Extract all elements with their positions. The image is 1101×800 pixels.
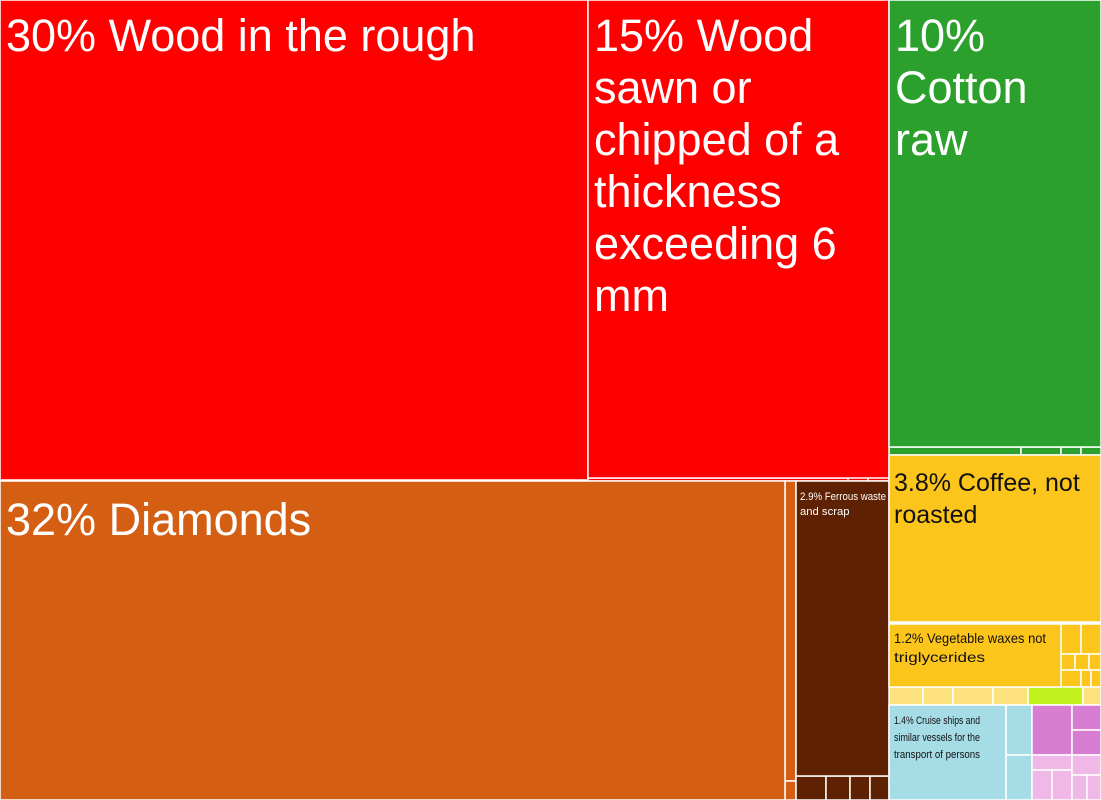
minor-tile bbox=[1088, 653, 1101, 671]
tile-label-wood-rough: 30% Wood in the rough bbox=[6, 10, 476, 61]
tile-label-cotton-raw: 10% Cotton raw bbox=[895, 10, 1028, 165]
tile-ferrous-waste bbox=[795, 480, 890, 777]
tile-label-diamonds: 32% Diamonds bbox=[6, 494, 311, 545]
minor-tile bbox=[1060, 446, 1082, 456]
minor-tile bbox=[1060, 669, 1082, 688]
tile-wood-rough bbox=[0, 0, 589, 481]
minor-tile bbox=[1071, 774, 1088, 800]
minor-tile bbox=[784, 780, 797, 800]
minor-tile bbox=[869, 775, 890, 800]
tile-diamonds bbox=[0, 480, 786, 800]
minor-tile bbox=[1082, 686, 1101, 706]
minor-tile bbox=[1051, 769, 1073, 800]
minor-tile bbox=[1071, 754, 1101, 776]
minor-tile bbox=[1060, 623, 1082, 655]
minor-tile bbox=[1080, 669, 1092, 688]
minor-tile bbox=[1060, 653, 1076, 671]
minor-tile bbox=[825, 775, 851, 800]
minor-tile bbox=[1005, 754, 1033, 800]
minor-tile bbox=[1031, 754, 1073, 771]
tile-label-coffee: 3.8% Coffee, not roasted bbox=[894, 469, 1080, 529]
tile-cotton-raw bbox=[888, 0, 1101, 448]
minor-tile bbox=[888, 446, 1022, 456]
tile-coffee bbox=[888, 454, 1101, 623]
minor-tile bbox=[1071, 704, 1101, 731]
minor-tile bbox=[1031, 704, 1073, 756]
tile-vegetable-waxes bbox=[888, 623, 1062, 688]
minor-tile bbox=[952, 686, 994, 706]
minor-tile bbox=[1080, 446, 1101, 456]
tile-label-ferrous-waste: 2.9% Ferrous waste and scrap bbox=[800, 491, 886, 518]
minor-tile bbox=[1005, 704, 1033, 756]
tile-wood-sawn bbox=[587, 0, 890, 479]
minor-tile bbox=[1090, 669, 1101, 688]
tile-cruise-ships bbox=[888, 704, 1007, 800]
tile-label-vegetable-waxes: 1.2% Vegetable waxes not triglycerides bbox=[894, 630, 1046, 665]
minor-tile bbox=[1086, 774, 1101, 800]
minor-tile bbox=[888, 686, 924, 706]
minor-tile bbox=[1074, 653, 1090, 671]
minor-tile bbox=[795, 775, 827, 800]
minor-tile bbox=[992, 686, 1029, 706]
minor-tile bbox=[922, 686, 954, 706]
minor-tile bbox=[1020, 446, 1062, 456]
tile-label-cruise-ships: 1.4% Cruise ships and similar vessels for… bbox=[894, 715, 980, 761]
minor-tile bbox=[1031, 769, 1053, 800]
minor-tile bbox=[1071, 729, 1101, 756]
minor-tile bbox=[1027, 686, 1084, 706]
minor-tile bbox=[1080, 623, 1101, 655]
minor-tile bbox=[849, 775, 871, 800]
minor-tile bbox=[784, 480, 797, 782]
tile-label-wood-sawn: 15% Wood sawn or chipped of a thickness exce… bbox=[594, 10, 840, 321]
